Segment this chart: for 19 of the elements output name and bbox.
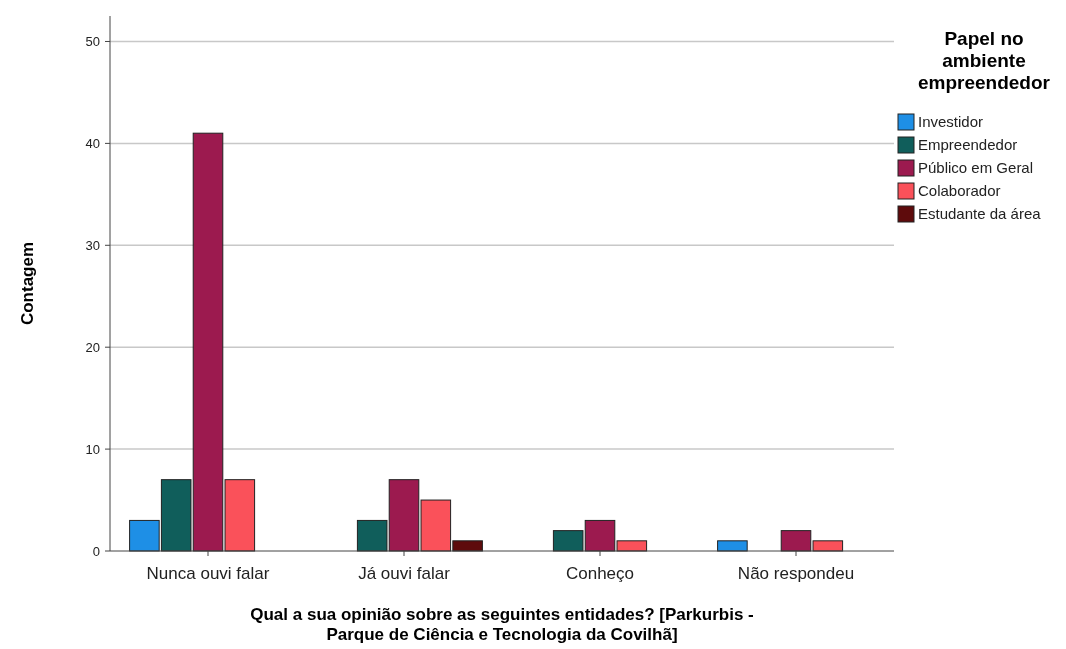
y-tick-label: 40	[85, 135, 100, 151]
x-axis-title: Qual a sua opinião sobre as seguintes entidades? [Parkurbis - Parque de Ciência e Tecnologia da Covilhã]	[250, 605, 754, 644]
y-tick-label: 20	[85, 339, 100, 355]
legend-label: Empreendedor	[918, 136, 1018, 154]
legend-label: Colaborador	[918, 182, 1001, 200]
legend-label: Estudante da área	[918, 205, 1042, 223]
y-tick-label: 30	[85, 237, 100, 253]
y-tick-label: 0	[92, 543, 100, 559]
y-tick-label: 10	[85, 441, 100, 457]
x-tick-label: Já ouvi falar	[358, 564, 451, 583]
y-axis-title: Contagem	[18, 241, 37, 326]
x-tick-label: Conheço	[565, 564, 635, 583]
bar	[717, 540, 748, 552]
legend-title: Papel no ambiente empreendedor	[918, 28, 1051, 93]
x-tick-label: Não respondeu	[737, 564, 855, 583]
legend-label: Público em Geral	[918, 159, 1034, 177]
x-tick-label: Nunca ouvi falar	[146, 564, 270, 583]
y-tick-label: 50	[85, 34, 100, 50]
legend-label: Investidor	[918, 113, 984, 131]
